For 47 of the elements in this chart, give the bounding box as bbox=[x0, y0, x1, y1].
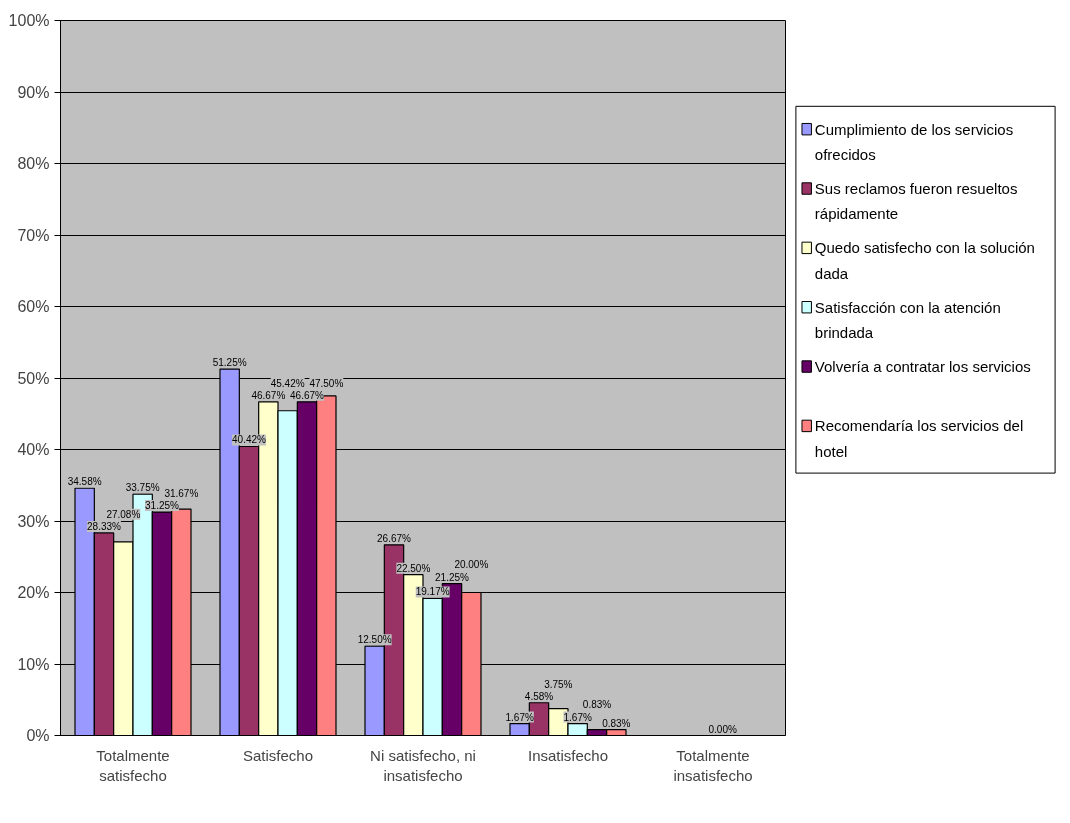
data-label: 51.25% bbox=[212, 357, 247, 369]
data-label: 22.50% bbox=[396, 562, 431, 574]
y-tick-label: 40% bbox=[17, 441, 50, 458]
data-label: 3.75% bbox=[544, 678, 573, 690]
y-tick-label: 0% bbox=[26, 727, 50, 744]
y-tick-label: 80% bbox=[17, 155, 50, 172]
data-label: 1.67% bbox=[563, 711, 592, 723]
data-label: 0.00% bbox=[708, 723, 737, 735]
data-label: 26.67% bbox=[377, 532, 412, 544]
data-label: 33.75% bbox=[125, 482, 160, 494]
legend-label: Quedo satisfecho con la solución dada bbox=[814, 239, 1035, 282]
y-tick-label: 100% bbox=[8, 12, 50, 29]
data-label: 31.67% bbox=[164, 487, 199, 499]
x-tick-label: Totalmente satisfecho bbox=[96, 746, 170, 784]
data-label: 28.33% bbox=[87, 520, 122, 532]
data-label: 0.83% bbox=[582, 699, 612, 711]
legend-label: Recomendaría los servicios del hotel bbox=[814, 417, 1024, 460]
x-tick-label: Totalmente insatisfecho bbox=[673, 746, 753, 784]
data-label: 46.67% bbox=[251, 389, 286, 401]
data-label: 46.67% bbox=[290, 389, 325, 401]
data-label: 45.42% bbox=[270, 377, 305, 389]
y-tick-label: 20% bbox=[17, 584, 50, 601]
x-tick-label: Satisfecho bbox=[242, 746, 314, 764]
data-label: 20.00% bbox=[454, 559, 489, 571]
legend-label: Satisfacción con la atención brindada bbox=[814, 298, 1001, 342]
data-label: 0.83% bbox=[602, 717, 631, 729]
data-label: 40.42% bbox=[232, 434, 267, 446]
data-label: 4.58% bbox=[524, 690, 554, 702]
x-tick-label: Insatisfecho bbox=[527, 746, 609, 764]
y-tick-label: 60% bbox=[17, 298, 50, 315]
data-label: 12.50% bbox=[357, 634, 392, 646]
y-tick-label: 10% bbox=[17, 655, 50, 673]
data-label: 27.08% bbox=[106, 508, 141, 520]
data-label: 21.25% bbox=[435, 571, 470, 583]
y-tick-label: 50% bbox=[17, 369, 50, 387]
data-label: 19.17% bbox=[415, 586, 450, 598]
y-tick-label: 90% bbox=[17, 83, 50, 101]
y-tick-label: 70% bbox=[17, 226, 50, 244]
legend-label: Sus reclamos fueron resueltos rápidamente bbox=[814, 179, 1018, 223]
legend-label: Cumplimiento de los servicios ofrecidos bbox=[814, 120, 1014, 164]
legend-label: Volvería a contratar los servicios bbox=[814, 357, 1031, 375]
x-tick-label: Ni satisfecho, ni insatisfecho bbox=[370, 746, 476, 784]
data-label: 47.50% bbox=[309, 377, 344, 389]
y-tick-label: 30% bbox=[17, 512, 50, 530]
data-label: 34.58% bbox=[67, 476, 102, 488]
data-label: 1.67% bbox=[505, 711, 534, 723]
data-label: 31.25% bbox=[145, 500, 180, 512]
